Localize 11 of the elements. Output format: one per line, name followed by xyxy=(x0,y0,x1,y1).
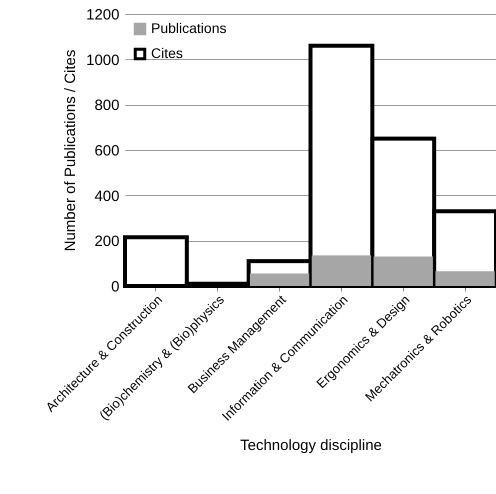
y-tick-label: 1200 xyxy=(86,6,120,24)
y-tick-label: 600 xyxy=(94,142,120,160)
y-tick-label: 1000 xyxy=(86,52,120,69)
y-axis-title: Number of Publications / Cites xyxy=(62,50,80,252)
y-tick-label: 200 xyxy=(94,233,120,250)
y-tick-label: 800 xyxy=(94,97,120,114)
y-tick-label: 400 xyxy=(94,188,120,205)
legend-label: Publications xyxy=(151,20,226,36)
legend-label: Cites xyxy=(151,45,183,61)
y-tick-label: 0 xyxy=(111,278,120,296)
x-axis-title: Technology discipline xyxy=(240,436,382,454)
